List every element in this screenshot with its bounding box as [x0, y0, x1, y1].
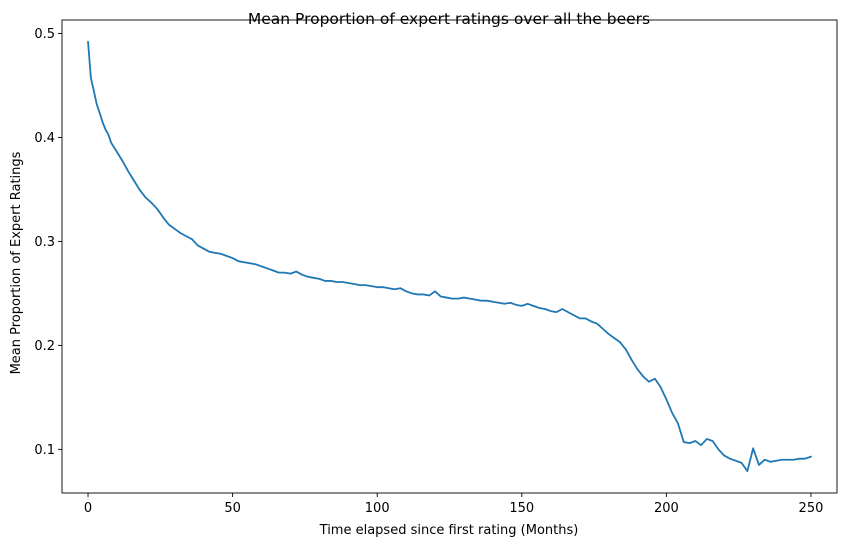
x-tick-label: 100: [365, 501, 390, 516]
x-tick-label: 50: [224, 501, 241, 516]
x-axis: 0 50 100 150 200 250: [84, 493, 824, 516]
y-tick-label: 0.2: [34, 339, 55, 354]
y-tick-label: 0.4: [34, 131, 55, 146]
y-axis: 0.1 0.2 0.3 0.4 0.5: [34, 27, 62, 458]
x-tick-label: 150: [509, 501, 534, 516]
y-tick-label: 0.5: [34, 27, 55, 42]
y-tick-label: 0.1: [34, 443, 55, 458]
y-tick-label: 0.3: [34, 235, 55, 250]
x-tick-label: 200: [654, 501, 679, 516]
x-tick-label: 0: [84, 501, 92, 516]
plot-area: [61, 19, 838, 494]
x-axis-label: Time elapsed since first rating (Months): [319, 523, 579, 538]
x-tick-label: 250: [799, 501, 824, 516]
chart-title: Mean Proportion of expert ratings over a…: [248, 10, 650, 28]
series-line: [87, 40, 812, 473]
y-axis-label: Mean Proportion of Expert Ratings: [9, 151, 24, 374]
